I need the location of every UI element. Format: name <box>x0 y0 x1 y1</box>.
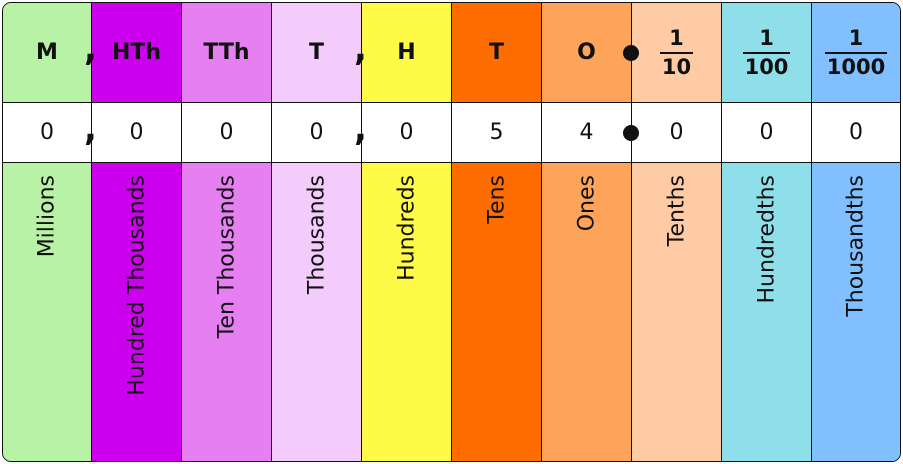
fraction-numerator: 1 <box>669 26 684 51</box>
header-thousands: T <box>272 3 361 103</box>
column-tenths: 1 10 0 Tenths <box>632 3 722 461</box>
column-tens: T 5 Tens <box>452 3 542 461</box>
digit-tenths: 0 <box>632 103 721 163</box>
label-thousandths: Thousandths <box>843 175 869 317</box>
label-thousands: Thousands <box>304 175 329 295</box>
header-hundred-thousands: HTh <box>92 3 181 103</box>
label-thousandths-cell: Thousandths <box>812 163 900 461</box>
fraction-bar <box>742 51 791 54</box>
label-ones: Ones <box>574 175 599 232</box>
fraction-one-thousandth: 1 1000 <box>824 26 888 79</box>
digit-thousandths: 0 <box>812 103 900 163</box>
label-tenths: Tenths <box>664 175 689 247</box>
fraction-denominator: 100 <box>744 54 789 79</box>
label-hundreds: Hundreds <box>394 175 419 281</box>
column-millions: M 0 Millions <box>3 3 92 461</box>
fraction-one-tenth: 1 10 <box>659 26 694 79</box>
fraction-one-hundredth: 1 100 <box>742 26 791 79</box>
digit-ones: 4 <box>542 103 631 163</box>
digit-thousands: 0 <box>272 103 361 163</box>
digit-ten-thousands: 0 <box>182 103 271 163</box>
decimal-point-value <box>623 125 639 141</box>
label-hundredths: Hundredths <box>754 175 779 304</box>
header-hundreds: H <box>362 3 451 103</box>
header-millions: M <box>3 3 91 103</box>
label-ten-thousands-cell: Ten Thousands <box>182 163 271 461</box>
column-thousandths: 1 1000 0 Thousandths <box>812 3 900 461</box>
label-tens-cell: Tens <box>452 163 541 461</box>
label-millions-cell: Millions <box>3 163 91 461</box>
digit-hundred-thousands: 0 <box>92 103 181 163</box>
label-ones-cell: Ones <box>542 163 631 461</box>
digit-hundreds: 0 <box>362 103 451 163</box>
fraction-numerator: 1 <box>759 26 774 51</box>
label-hundred-thousands: Hundred Thousands <box>124 175 149 396</box>
label-tens: Tens <box>484 175 509 224</box>
fraction-bar <box>659 51 694 54</box>
fraction-bar <box>824 51 888 54</box>
label-millions: Millions <box>34 175 60 258</box>
label-thousands-cell: Thousands <box>272 163 361 461</box>
fraction-denominator: 10 <box>661 54 692 79</box>
label-hundred-thousands-cell: Hundred Thousands <box>92 163 181 461</box>
digit-hundredths: 0 <box>722 103 811 163</box>
comma-separator-value-thousands: , <box>354 109 367 149</box>
column-ten-thousands: TTh 0 Ten Thousands <box>182 3 272 461</box>
header-thousandths: 1 1000 <box>812 3 900 103</box>
label-hundredths-cell: Hundredths <box>722 163 811 461</box>
digit-tens: 5 <box>452 103 541 163</box>
label-ten-thousands: Ten Thousands <box>214 175 239 339</box>
column-thousands: T 0 Thousands <box>272 3 362 461</box>
column-hundred-thousands: HTh 0 Hundred Thousands <box>92 3 182 461</box>
digit-millions: 0 <box>3 103 91 163</box>
fraction-numerator: 1 <box>848 26 864 51</box>
column-hundreds: H 0 Hundreds <box>362 3 452 461</box>
decimal-point-header <box>623 45 639 61</box>
header-ones: O <box>542 3 631 103</box>
column-ones: O 4 Ones <box>542 3 632 461</box>
label-tenths-cell: Tenths <box>632 163 721 461</box>
header-ten-thousands: TTh <box>182 3 271 103</box>
fraction-denominator: 1000 <box>826 54 886 79</box>
comma-separator-header-millions: , <box>84 29 97 69</box>
header-tens: T <box>452 3 541 103</box>
header-hundredths: 1 100 <box>722 3 811 103</box>
column-hundredths: 1 100 0 Hundredths <box>722 3 812 461</box>
label-hundreds-cell: Hundreds <box>362 163 451 461</box>
comma-separator-value-millions: , <box>84 109 97 149</box>
comma-separator-header-thousands: , <box>354 29 367 69</box>
header-tenths: 1 10 <box>632 3 721 103</box>
